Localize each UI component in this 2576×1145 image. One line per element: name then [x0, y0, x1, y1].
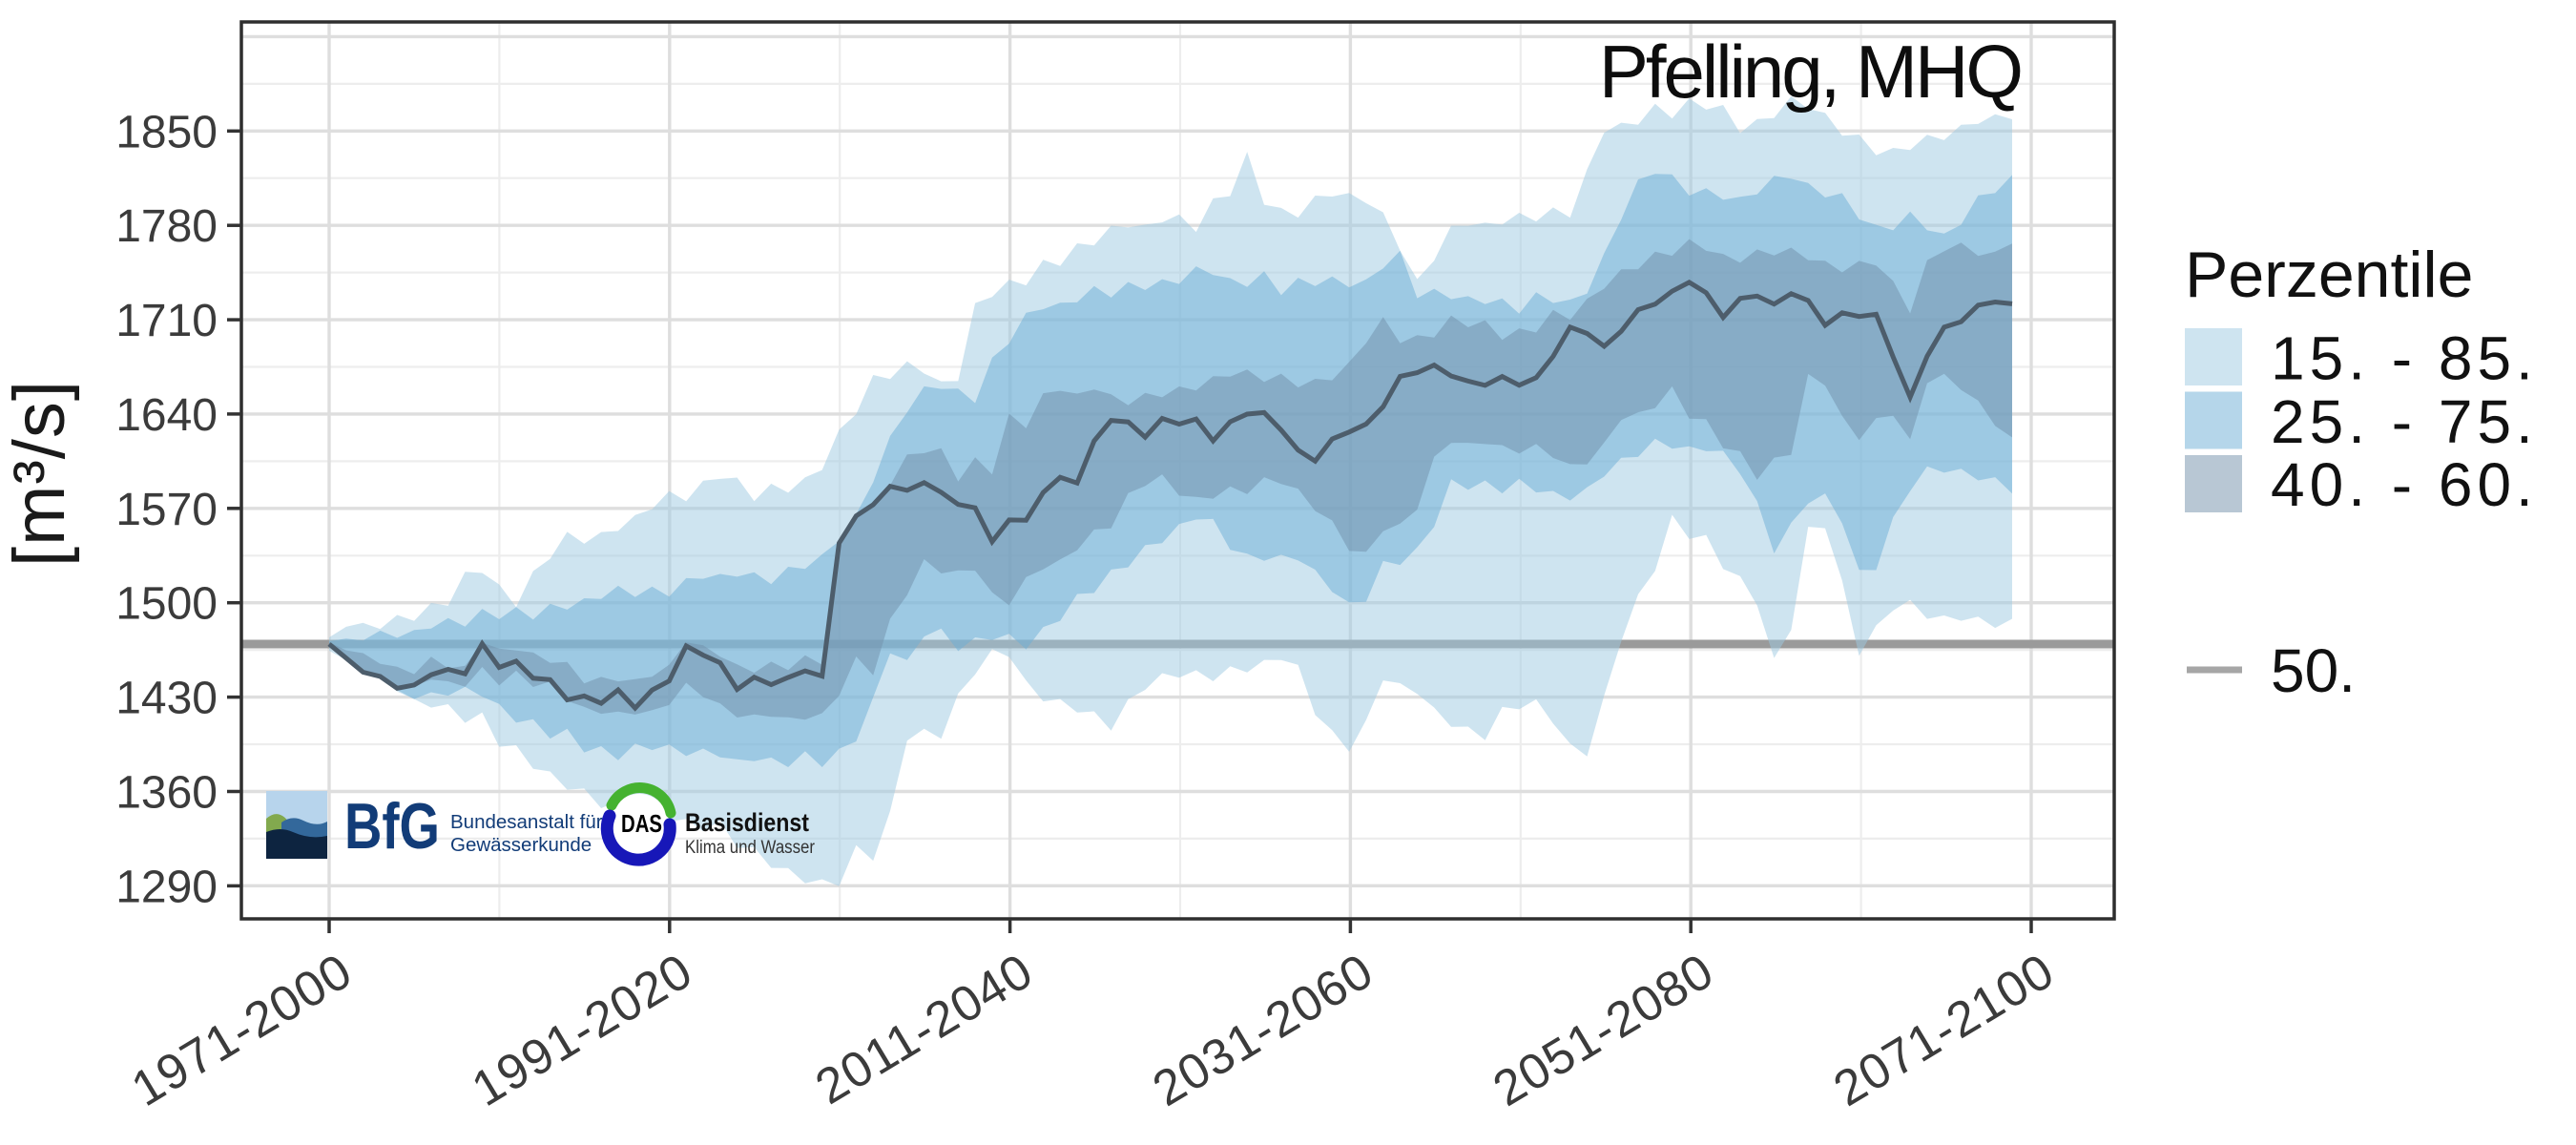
svg-text:1430: 1430 [115, 674, 218, 724]
svg-text:DAS: DAS [621, 809, 662, 838]
svg-text:15. - 85.: 15. - 85. [2271, 324, 2538, 393]
svg-text:1710: 1710 [115, 296, 218, 346]
svg-text:1290: 1290 [115, 862, 218, 912]
svg-text:1500: 1500 [115, 579, 218, 630]
svg-text:BfG: BfG [344, 790, 440, 863]
svg-text:1640: 1640 [115, 390, 218, 441]
svg-text:Perzentile: Perzentile [2185, 239, 2473, 311]
svg-text:1570: 1570 [115, 485, 218, 535]
svg-text:Bundesanstalt für: Bundesanstalt für [450, 811, 603, 833]
svg-text:[m³/s]: [m³/s] [0, 380, 80, 567]
svg-text:50.: 50. [2271, 636, 2356, 705]
svg-text:1780: 1780 [115, 201, 218, 252]
svg-text:Klima und Wasser: Klima und Wasser [685, 838, 816, 858]
svg-text:25. - 75.: 25. - 75. [2271, 387, 2538, 456]
svg-text:Basisdienst: Basisdienst [685, 808, 809, 837]
svg-text:1850: 1850 [115, 107, 218, 157]
svg-text:Pfelling, MHQ: Pfelling, MHQ [1599, 30, 2021, 114]
svg-text:Gewässerkunde: Gewässerkunde [450, 834, 592, 856]
svg-text:40. - 60.: 40. - 60. [2271, 450, 2538, 519]
svg-text:1360: 1360 [115, 768, 218, 819]
